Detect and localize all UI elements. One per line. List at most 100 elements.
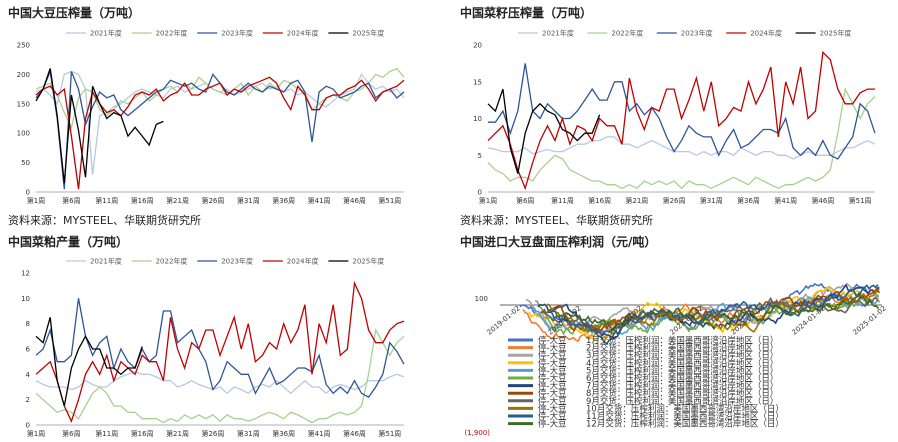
legend-label: 2025年度 bbox=[352, 29, 384, 38]
legend-series-name: 停-大豆 bbox=[538, 335, 567, 346]
y-tick-label: 4 bbox=[26, 371, 31, 379]
legend-label: 2025年度 bbox=[352, 257, 384, 266]
legend-label: 2022年度 bbox=[156, 29, 188, 38]
series-line bbox=[487, 136, 876, 160]
x-tick-label: 2025-01-02 bbox=[852, 304, 888, 336]
x-tick-label: 第36周 bbox=[272, 196, 295, 205]
legend-label: 2024年度 bbox=[287, 257, 319, 266]
legend-series-name: 停-大豆 bbox=[538, 396, 567, 407]
legend-label: 2022年度 bbox=[156, 257, 188, 266]
legend-series-label: 8月交货：压榨利润：美国墨西哥湾沿岸地区（日） bbox=[586, 388, 778, 399]
series-line bbox=[35, 371, 405, 395]
x-tick-label: 第36周 bbox=[737, 196, 760, 205]
margin-series-line bbox=[552, 291, 880, 332]
x-tick-label: 第21周 bbox=[166, 429, 189, 438]
legend-label: 2023年度 bbox=[681, 29, 713, 38]
legend-series-name: 停-大豆 bbox=[538, 381, 567, 392]
series-line bbox=[488, 63, 876, 160]
series-line bbox=[35, 68, 164, 184]
x-tick-label: 第31周 bbox=[700, 196, 723, 205]
legend-series-name: 停-大豆 bbox=[538, 411, 567, 422]
x-tick-label: 第31周 bbox=[237, 429, 260, 438]
chart-title-soybean-crush: 中国大豆压榨量（万吨） bbox=[8, 6, 141, 20]
legend-series-label: 9月交货：压榨利润：美国墨西哥湾沿岸地区（日） bbox=[586, 396, 778, 407]
x-tick-label: 第16周 bbox=[588, 196, 611, 205]
margin-series-line bbox=[537, 283, 880, 340]
chart-title-rapeseed-meal: 中国菜粕产量（万吨） bbox=[8, 235, 129, 249]
y-tick-label: 2 bbox=[26, 396, 30, 404]
legend-label: 2023年度 bbox=[221, 29, 253, 38]
y-tick-label: (1,900) bbox=[464, 429, 490, 437]
legend-series-name: 停-大豆 bbox=[538, 350, 567, 361]
legend-series-name: 停-大豆 bbox=[538, 365, 567, 376]
x-tick-label: 第36周 bbox=[272, 429, 295, 438]
series-line bbox=[487, 87, 876, 190]
x-tick-label: 第51周 bbox=[378, 196, 401, 205]
x-tick-label: 第51周 bbox=[378, 429, 401, 438]
series-line bbox=[35, 70, 405, 175]
series-line bbox=[487, 88, 601, 174]
y-tick-label: 100 bbox=[17, 130, 30, 138]
y-tick-label: 15 bbox=[473, 78, 482, 86]
x-tick-label: 第31周 bbox=[237, 196, 260, 205]
y-tick-label: 150 bbox=[17, 100, 30, 108]
x-tick-label: 第11周 bbox=[551, 196, 574, 205]
x-tick-label: 第21周 bbox=[625, 196, 648, 205]
legend-series-label: 12月交货：压榨利润：美国墨西哥湾沿岸地区（日） bbox=[586, 419, 784, 430]
legend-series-name: 停-大豆 bbox=[538, 419, 567, 430]
source-note-right: 资料来源：MYSTEEL、华联期货研究所 bbox=[460, 214, 653, 227]
x-tick-label: 第6周 bbox=[62, 196, 80, 205]
x-tick-label: 第46周 bbox=[343, 429, 366, 438]
line-chart-2: 0 5 10 15 20 第1周 第6周 第11周 第16周 第21周 第26周 第31周 第36周 第4… bbox=[473, 29, 876, 205]
x-tick-label: 第21周 bbox=[166, 196, 189, 205]
x-tick-label: 第16周 bbox=[131, 196, 154, 205]
y-tick-label: 12 bbox=[21, 270, 30, 278]
series-line bbox=[35, 328, 405, 424]
y-tick-label: 8 bbox=[26, 320, 30, 328]
x-tick-label: 第26周 bbox=[201, 196, 224, 205]
y-tick-label: 50 bbox=[21, 159, 30, 167]
series-line bbox=[35, 317, 143, 407]
margin-series-line bbox=[549, 284, 879, 345]
x-tick-label: 第26周 bbox=[663, 196, 686, 205]
x-tick-label: 第41周 bbox=[774, 196, 797, 205]
series-line bbox=[35, 298, 405, 398]
y-tick-label: 0 bbox=[26, 189, 30, 197]
legend-series-label: 3月交货：压榨利润：美国墨西哥湾沿岸地区（日） bbox=[586, 350, 778, 361]
x-tick-label: 第6周 bbox=[516, 196, 534, 205]
legend-label: 2021年度 bbox=[90, 257, 122, 266]
legend-label: 2024年度 bbox=[750, 29, 782, 38]
legend-series-name: 停-大豆 bbox=[538, 343, 567, 354]
x-tick-label: 第41周 bbox=[308, 429, 331, 438]
x-tick-label: 第41周 bbox=[308, 196, 331, 205]
legend-label: 2022年度 bbox=[611, 29, 643, 38]
x-tick-label: 第16周 bbox=[131, 429, 154, 438]
legend-series-label: 1月交货：压榨利润：美国墨西哥湾沿岸地区（日） bbox=[586, 335, 778, 346]
legend-series-label: 6月交货：压榨利润：美国墨西哥湾沿岸地区（日） bbox=[586, 373, 778, 384]
line-chart-1: 0 50 100 150 200 250 第1周 第6周 第11周 第16周 第21周 第26周 第31… bbox=[17, 29, 405, 205]
legend-label: 2024年度 bbox=[287, 29, 319, 38]
chart-title-rapeseed-crush: 中国菜籽压榨量（万吨） bbox=[460, 6, 593, 20]
series-line bbox=[35, 76, 405, 190]
chart-title-crush-margin: 中国进口大豆盘面压榨利润（元/吨） bbox=[460, 235, 657, 249]
crush-margin-chart: 100(1,900)2019-01-02 2020-01-02 2021-01-02… bbox=[464, 282, 888, 437]
legend-series-name: 停-大豆 bbox=[538, 403, 567, 414]
legend-series-label: 5月交货：压榨利润：美国墨西哥湾沿岸地区（日） bbox=[586, 365, 778, 376]
legend-series-label: 10月交货：压榨利润：美国墨西哥湾沿岸地区（日） bbox=[586, 403, 784, 414]
series-line bbox=[35, 67, 405, 130]
y-tick-label: 200 bbox=[17, 71, 30, 79]
x-tick-label: 第46周 bbox=[343, 196, 366, 205]
y-tick-label: 20 bbox=[473, 42, 482, 50]
legend-series-name: 停-大豆 bbox=[538, 388, 567, 399]
y-tick-label: 10 bbox=[21, 295, 30, 303]
legend-series-label: 7月交货：压榨利润：美国墨西哥湾沿岸地区（日） bbox=[586, 381, 778, 392]
x-tick-label: 2019-01-02 bbox=[486, 304, 522, 336]
y-tick-label: 10 bbox=[473, 115, 482, 123]
legend-label: 2021年度 bbox=[90, 29, 122, 38]
legend-label: 2023年度 bbox=[221, 257, 253, 266]
x-tick-label: 第26周 bbox=[201, 429, 224, 438]
y-tick-label: 250 bbox=[17, 42, 30, 50]
y-tick-label: 100 bbox=[475, 295, 488, 303]
x-tick-label: 第46周 bbox=[811, 196, 834, 205]
